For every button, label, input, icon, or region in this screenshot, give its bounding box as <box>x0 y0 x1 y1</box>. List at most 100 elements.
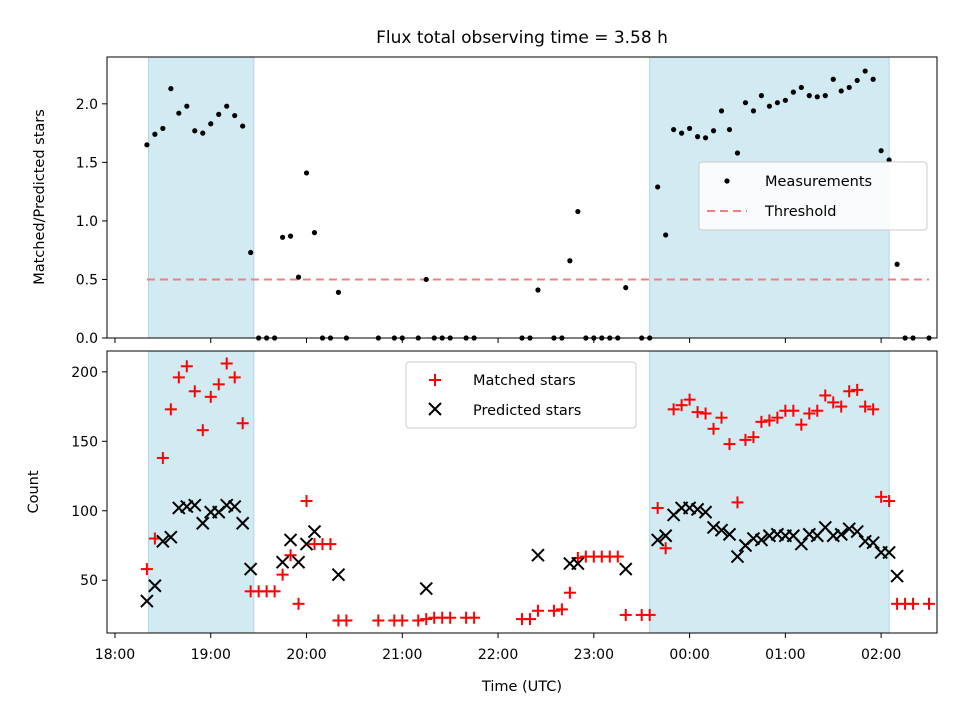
predicted-point <box>706 520 721 535</box>
predicted-point <box>243 562 258 576</box>
predicted-point <box>156 534 170 549</box>
predicted-point <box>650 533 665 547</box>
matched-point <box>236 417 249 430</box>
predicted-point <box>722 527 737 542</box>
measurement-point <box>303 170 310 176</box>
matched-point <box>859 400 872 413</box>
x-tick-label: 00:00 <box>669 647 709 663</box>
matched-point <box>300 495 313 508</box>
y-tick-label: 200 <box>71 365 98 381</box>
matched-point <box>787 404 800 417</box>
y-tick-label: 1.5 <box>76 155 98 171</box>
matched-point <box>563 586 576 599</box>
matched-point <box>651 501 664 514</box>
matched-point <box>555 603 568 616</box>
matched-point <box>523 613 536 626</box>
matched-point <box>811 404 824 417</box>
matched-point <box>420 613 433 626</box>
matched-point <box>212 378 225 391</box>
matched-point <box>188 385 201 398</box>
predicted-point <box>794 537 809 551</box>
matched-point <box>683 393 696 406</box>
measurement-point <box>758 93 765 99</box>
predicted-point <box>283 533 298 547</box>
predicted-point <box>307 524 322 539</box>
measurement-point <box>878 148 884 154</box>
measurement-point <box>798 84 804 91</box>
predicted-point <box>164 530 178 544</box>
measurement-point <box>663 232 669 238</box>
matched-point <box>468 611 481 624</box>
matched-point <box>803 407 816 420</box>
legend-measurements-label: Measurements <box>765 174 872 190</box>
measurement-point <box>774 100 780 106</box>
predicted-point <box>882 545 896 560</box>
measurement-point <box>806 93 812 99</box>
matched-point <box>220 357 233 370</box>
measurement-point <box>176 110 182 116</box>
matched-point <box>907 597 920 610</box>
legend-threshold-label: Threshold <box>764 204 836 220</box>
y-tick-label: 50 <box>80 573 98 589</box>
top-legend: Measurements Threshold <box>698 161 928 231</box>
x-tick-label: 21:00 <box>382 647 422 663</box>
measurement-point <box>311 230 318 236</box>
matched-point <box>140 563 153 576</box>
predicted-point <box>140 594 154 608</box>
matched-point <box>276 568 289 581</box>
measurement-point <box>718 108 725 114</box>
top-y-axis-title: Matched/Predicted stars <box>32 109 48 285</box>
measurement-point <box>790 89 796 95</box>
measurement-point <box>295 274 302 280</box>
matched-point <box>156 451 169 464</box>
legend-matched-label: Matched stars <box>473 373 576 389</box>
matched-point <box>747 431 760 444</box>
measurement-point <box>623 285 629 291</box>
matched-point <box>923 597 936 610</box>
predicted-point <box>331 567 346 582</box>
legend-matched-marker <box>429 374 441 386</box>
measurement-point <box>679 130 685 136</box>
measurement-point <box>160 125 166 132</box>
bottom-y-axis-title: Count <box>26 470 42 513</box>
matched-point <box>324 538 337 551</box>
matched-point <box>547 604 560 617</box>
predicted-point <box>148 579 162 593</box>
predicted-point <box>658 529 673 543</box>
measurement-point <box>726 126 733 133</box>
matched-point <box>851 383 864 396</box>
x-tick-label: 18:00 <box>95 647 135 663</box>
predicted-point <box>531 548 545 562</box>
x-tick-label: 02:00 <box>861 647 901 663</box>
matched-point <box>180 360 193 373</box>
measurement-point <box>232 112 238 119</box>
x-tick-label: 01:00 <box>765 647 805 663</box>
ratio-panel: 0.00.51.01.52.0 Matched/Predicted stars … <box>32 56 938 347</box>
measurement-point <box>870 76 876 82</box>
predicted-point <box>299 537 314 551</box>
predicted-point <box>571 556 585 571</box>
measurement-point <box>854 77 860 84</box>
measurement-point <box>838 88 844 94</box>
legend-predicted-marker <box>428 402 442 416</box>
matched-point <box>172 371 185 384</box>
measurement-point <box>216 111 222 117</box>
predicted-point <box>690 502 705 517</box>
matched-point <box>755 415 768 428</box>
predicted-point <box>834 527 848 542</box>
predicted-point <box>866 535 880 550</box>
matched-point <box>531 604 544 617</box>
measurement-point <box>862 68 868 74</box>
matched-point <box>795 418 808 431</box>
measurement-point <box>248 249 254 256</box>
matched-point <box>707 422 720 435</box>
measurement-point <box>814 94 820 100</box>
measurement-point <box>846 84 852 91</box>
measurement-point <box>766 103 773 109</box>
matched-point <box>835 400 848 413</box>
matched-point <box>292 597 305 610</box>
predicted-point <box>419 581 433 596</box>
matched-point <box>268 585 281 598</box>
matched-point <box>228 371 241 384</box>
legend-measurements-marker <box>724 178 730 184</box>
